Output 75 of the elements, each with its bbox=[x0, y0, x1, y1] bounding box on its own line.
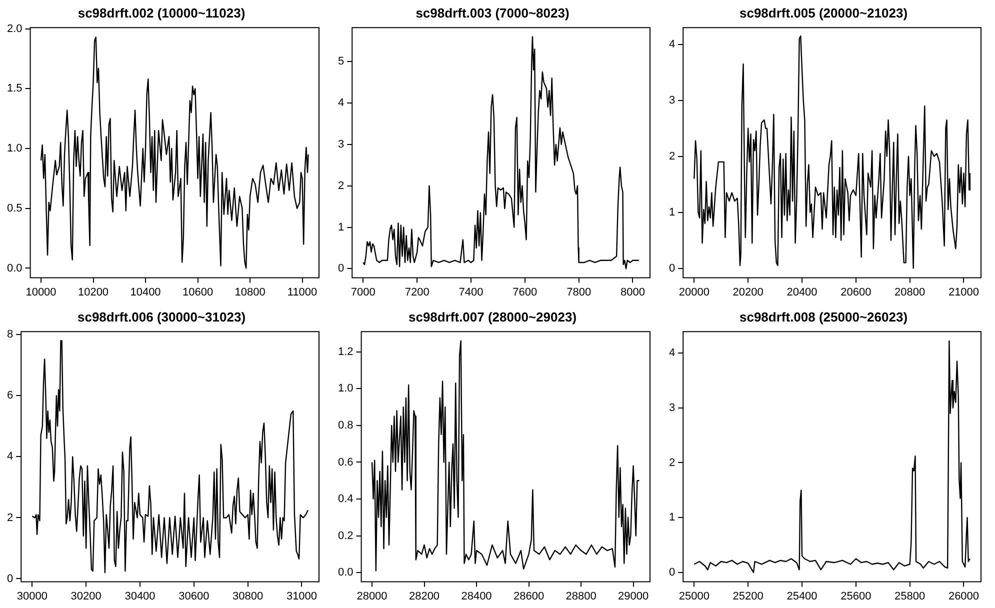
y-tick-label: 1.0 bbox=[338, 382, 354, 395]
y-tick-label: 1 bbox=[668, 512, 676, 524]
y-tick-label: 2 bbox=[668, 150, 676, 162]
chart-title: sc98drft.006 (30000~31023) bbox=[77, 309, 246, 324]
x-tick-label: 29000 bbox=[618, 590, 649, 602]
x-tick-label: 10600 bbox=[182, 286, 214, 298]
y-tick-label: 0.0 bbox=[6, 262, 22, 274]
chart-title: sc98drft.008 (25000~26023) bbox=[739, 309, 908, 324]
x-tick-label: 7000 bbox=[350, 286, 376, 298]
y-tick-label: 2 bbox=[668, 456, 676, 469]
x-tick-label: 20400 bbox=[786, 286, 818, 298]
x-tick-label: 11000 bbox=[287, 286, 318, 298]
y-tick-label: 3 bbox=[668, 402, 676, 414]
y-tick-label: 2 bbox=[6, 512, 14, 524]
y-tick-label: 2 bbox=[338, 180, 344, 192]
y-tick-label: 1 bbox=[338, 221, 344, 234]
x-tick-label: 7600 bbox=[512, 286, 538, 298]
y-tick-label: 5 bbox=[338, 56, 344, 68]
x-tick-label: 10200 bbox=[78, 286, 109, 298]
y-tick-label: 0.4 bbox=[338, 493, 354, 506]
x-tick-label: 20000 bbox=[678, 286, 710, 298]
x-tick-label: 28000 bbox=[356, 590, 388, 602]
x-tick-label: 30400 bbox=[124, 590, 156, 602]
x-tick-label: 25000 bbox=[678, 590, 710, 602]
y-tick-label: 0 bbox=[338, 262, 344, 275]
x-tick-label: 28800 bbox=[566, 590, 596, 602]
y-tick-label: 0.5 bbox=[6, 202, 22, 214]
y-tick-label: 0 bbox=[6, 572, 14, 585]
chart-title: sc98drft.005 (20000~21023) bbox=[739, 5, 908, 20]
x-tick-label: 28400 bbox=[461, 590, 492, 602]
y-tick-label: 1.5 bbox=[6, 82, 22, 95]
x-tick-label: 7400 bbox=[458, 286, 484, 298]
x-tick-label: 8000 bbox=[620, 286, 645, 298]
y-tick-label: 0 bbox=[668, 566, 676, 579]
y-tick-label: 4 bbox=[338, 97, 344, 110]
y-tick-label: 0.2 bbox=[338, 530, 354, 542]
y-tick-label: 4 bbox=[668, 38, 676, 50]
x-tick-label: 10000 bbox=[26, 286, 56, 298]
chart-title: sc98drft.002 (10000~11023) bbox=[78, 5, 246, 20]
x-tick-label: 21000 bbox=[948, 286, 980, 298]
y-tick-label: 1.2 bbox=[338, 346, 354, 358]
x-tick-label: 31000 bbox=[286, 590, 318, 602]
y-tick-label: 3 bbox=[338, 138, 344, 150]
x-tick-label: 20600 bbox=[840, 286, 872, 298]
y-tick-label: 1.0 bbox=[6, 142, 22, 155]
x-tick-label: 25200 bbox=[732, 590, 764, 602]
y-tick-label: 4 bbox=[668, 347, 676, 360]
y-tick-label: 2.0 bbox=[6, 22, 22, 35]
y-tick-label: 6 bbox=[6, 390, 14, 402]
y-tick-label: 8 bbox=[6, 328, 14, 341]
x-tick-label: 10400 bbox=[130, 286, 161, 298]
x-tick-label: 30200 bbox=[70, 590, 102, 602]
x-tick-label: 28200 bbox=[408, 590, 440, 602]
x-tick-label: 25600 bbox=[840, 590, 872, 602]
x-tick-label: 7200 bbox=[404, 286, 430, 298]
x-tick-label: 28600 bbox=[513, 590, 544, 602]
y-tick-label: 0.0 bbox=[338, 566, 354, 579]
chart-title: sc98drft.003 (7000~8023) bbox=[416, 5, 570, 20]
y-tick-label: 0 bbox=[668, 262, 676, 274]
x-tick-label: 26000 bbox=[948, 590, 980, 602]
x-tick-label: 7800 bbox=[566, 286, 592, 298]
x-tick-label: 10800 bbox=[234, 286, 266, 298]
x-tick-label: 25800 bbox=[894, 590, 926, 602]
y-tick-label: 1 bbox=[668, 206, 676, 218]
x-tick-label: 20200 bbox=[732, 286, 764, 298]
x-tick-label: 30000 bbox=[16, 590, 48, 602]
x-tick-label: 25400 bbox=[786, 590, 818, 602]
y-tick-label: 4 bbox=[6, 450, 14, 463]
y-tick-label: 0.8 bbox=[338, 419, 354, 432]
y-tick-label: 3 bbox=[668, 94, 676, 106]
x-tick-label: 30800 bbox=[232, 590, 264, 602]
x-tick-label: 30600 bbox=[178, 590, 210, 602]
x-tick-label: 20800 bbox=[894, 286, 926, 298]
y-tick-label: 0.6 bbox=[338, 456, 354, 468]
chart-title: sc98drft.007 (28000~29023) bbox=[408, 309, 577, 324]
